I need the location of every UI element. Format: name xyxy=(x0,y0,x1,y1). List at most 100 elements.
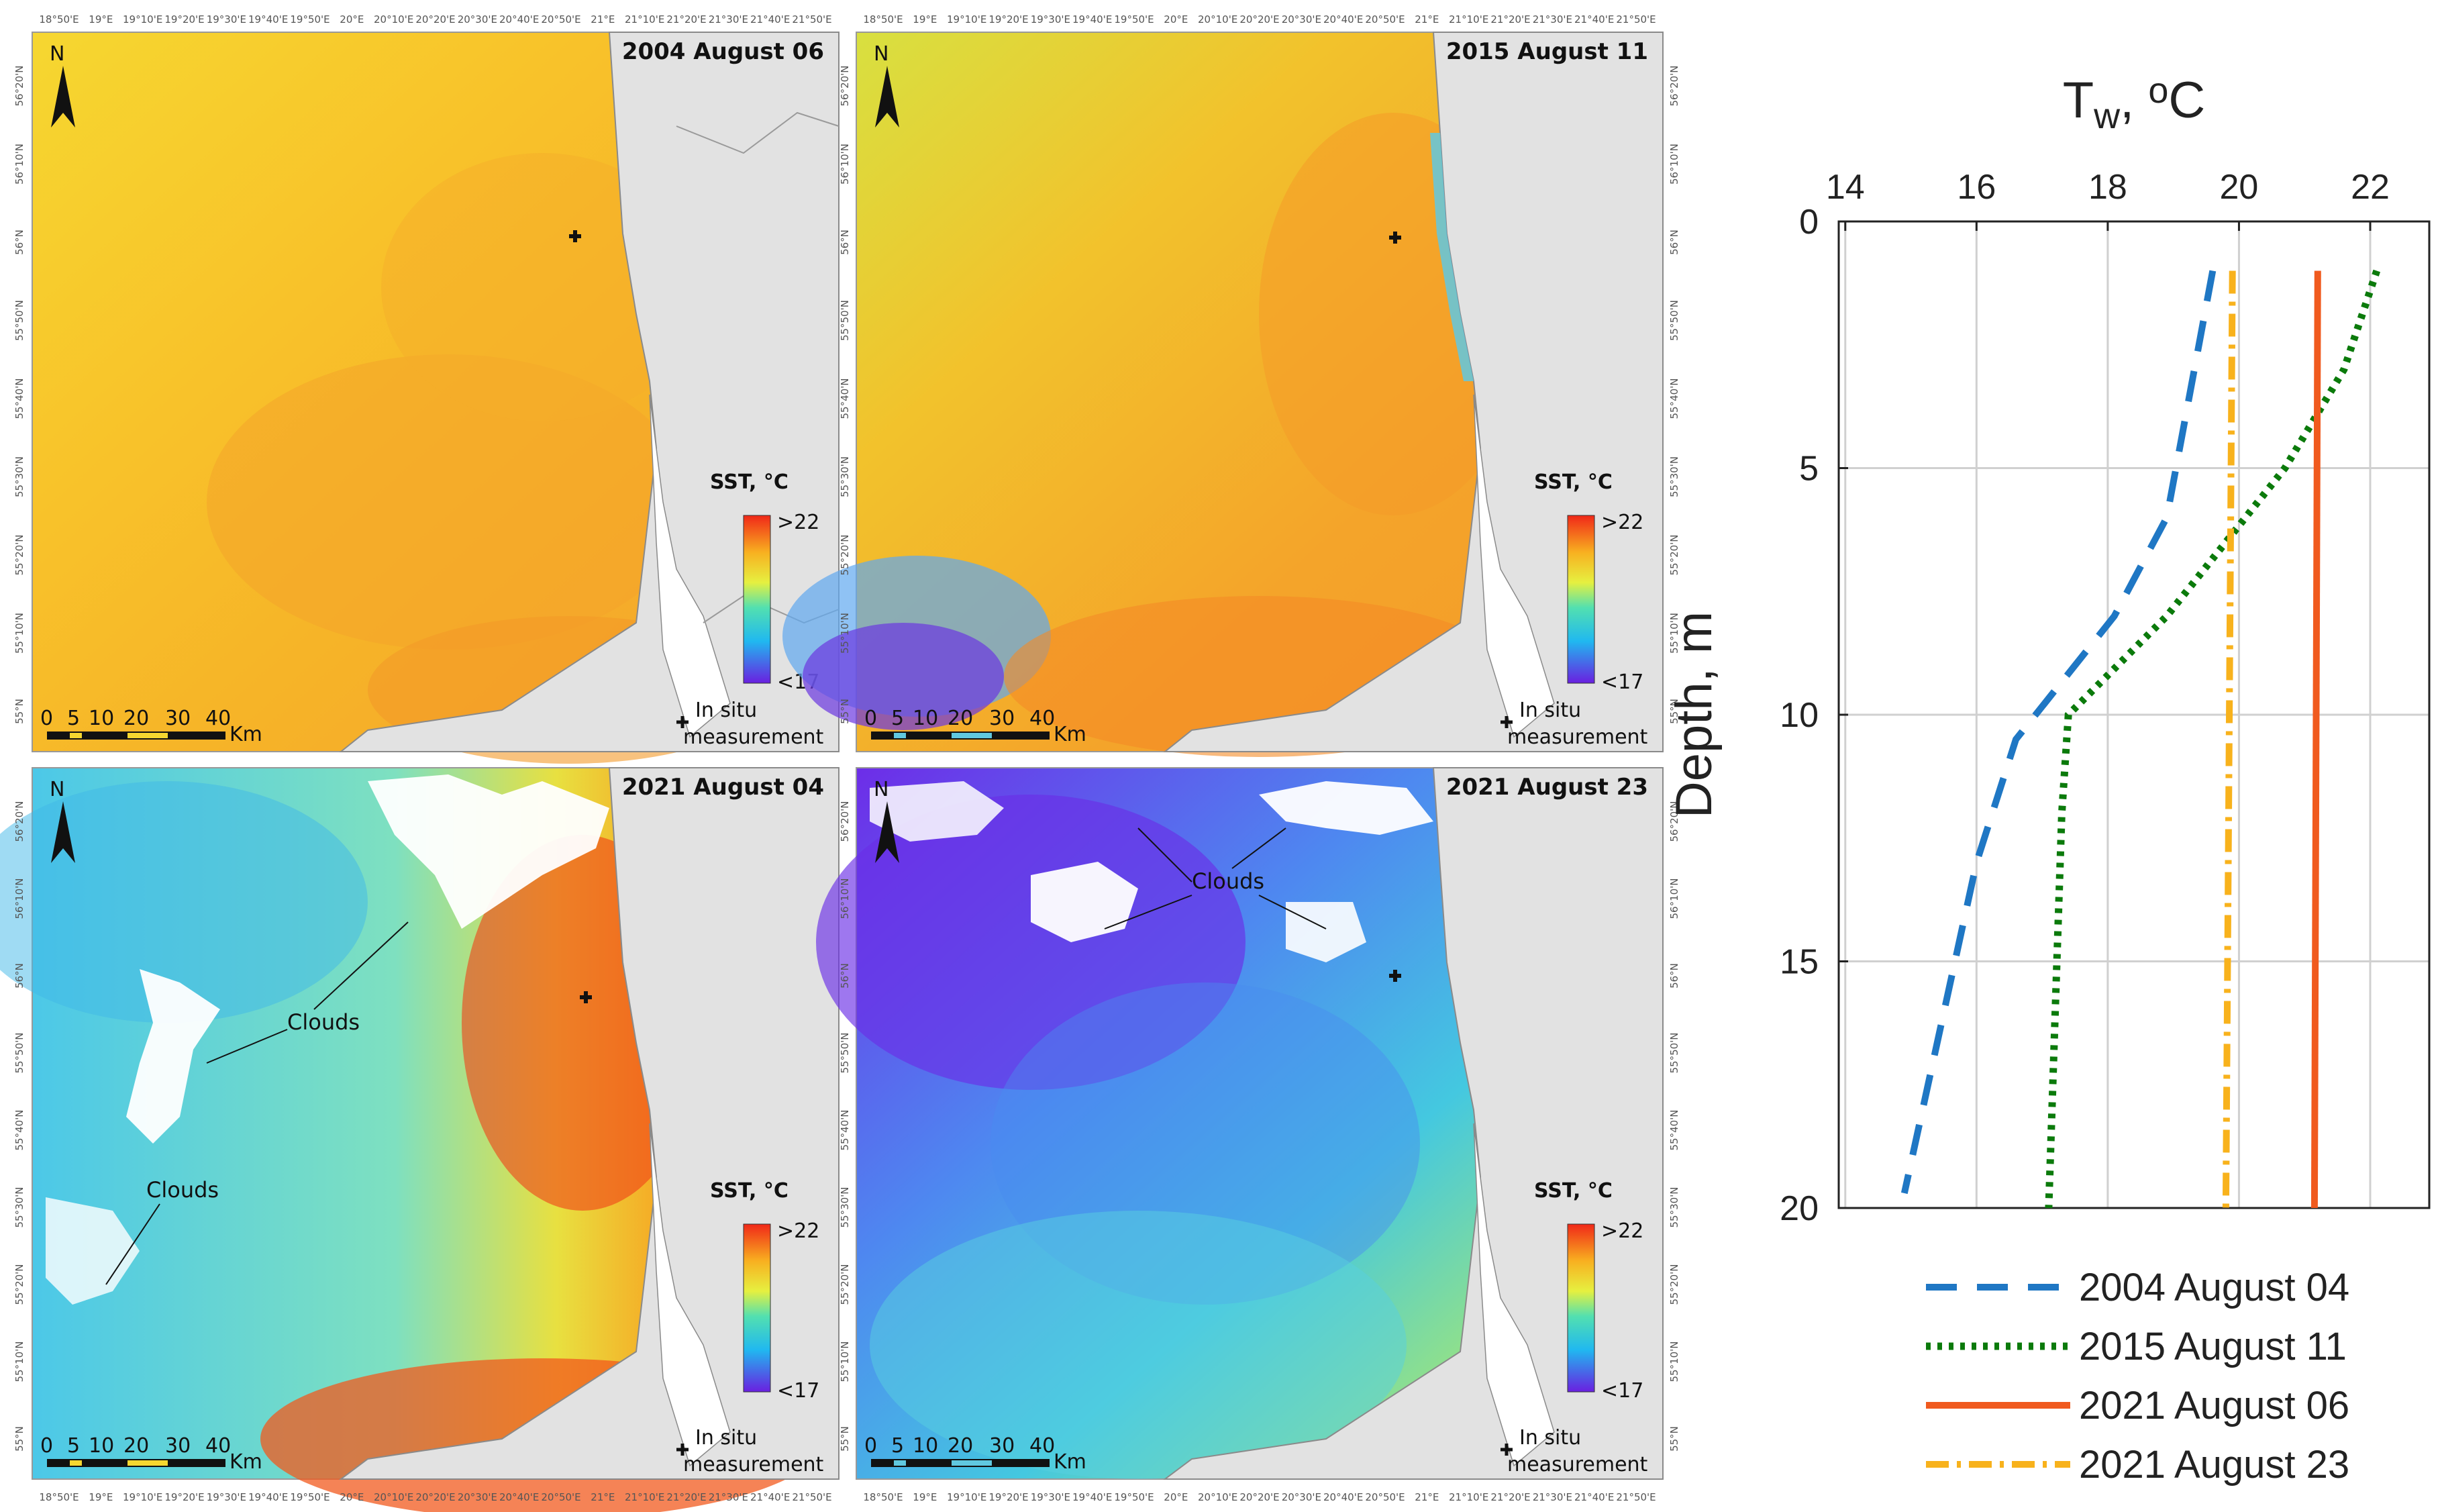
cloud-patch xyxy=(1259,781,1433,835)
y-tick-label: 0 xyxy=(1799,203,1819,242)
lon-tick-label: 19°30'E xyxy=(207,1491,246,1503)
lon-tick-label: 19°50'E xyxy=(1114,13,1154,26)
colorbar-max: >22 xyxy=(777,511,819,534)
scale-label: 5 xyxy=(891,707,904,730)
in-situ-label-1: In situ xyxy=(695,1426,757,1450)
scale-label: 30 xyxy=(989,707,1015,730)
lat-tick-label: 55°20'N xyxy=(13,1264,26,1305)
lon-tick-label: 20°E xyxy=(1164,1491,1188,1503)
lon-tick-label: 21°E xyxy=(591,1491,615,1503)
lon-tick-label: 20°E xyxy=(1164,13,1188,26)
lon-tick-label: 21°40'E xyxy=(1574,1491,1614,1503)
lat-tick-label: 55°10'N xyxy=(13,613,26,654)
cold-patch xyxy=(0,781,368,1023)
sst-colorbar: SST, °C >22 <17 xyxy=(1534,1179,1643,1403)
lat-tick-label: 55°10'N xyxy=(1668,1341,1680,1382)
scale-label: 40 xyxy=(205,707,231,730)
lon-tick-label: 19°20'E xyxy=(988,13,1028,26)
lon-tick-label: 19°20'E xyxy=(164,1491,204,1503)
scale-unit: Km xyxy=(1054,723,1086,746)
cloud-patch xyxy=(1031,862,1138,942)
lat-tick-label: 55°40'N xyxy=(839,378,851,419)
lon-tick-label: 19°10'E xyxy=(123,13,162,26)
clouds-label: Clouds xyxy=(287,1009,360,1035)
north-label: N xyxy=(874,778,888,801)
lat-tick-label: 55°10'N xyxy=(839,1341,851,1382)
scale-unit: Km xyxy=(1054,1450,1086,1474)
in-situ-cross-icon xyxy=(676,1444,689,1456)
colorbar-max: >22 xyxy=(1601,1219,1643,1243)
lat-tick-label: 55°40'N xyxy=(839,1109,851,1150)
scale-label: 0 xyxy=(864,1434,877,1458)
lon-tick-label: 19°E xyxy=(89,13,113,26)
scale-bar-segments xyxy=(894,733,906,738)
in-situ-cross-icon xyxy=(1389,970,1401,982)
clouds-label: Clouds xyxy=(146,1177,219,1203)
x-axis-label-sub: w xyxy=(2093,96,2121,136)
cold-patch xyxy=(803,623,1004,730)
scale-label: 20 xyxy=(948,1434,973,1458)
lon-tick-label: 21°30'E xyxy=(1533,13,1572,26)
lon-tick-label: 19°E xyxy=(89,1491,113,1503)
lat-tick-label: 55°50'N xyxy=(1668,300,1680,341)
lat-tick-label: 55°20'N xyxy=(839,534,851,575)
y-tick-label: 15 xyxy=(1780,943,1819,982)
series-line-2 xyxy=(2310,270,2321,1209)
lat-tick-label: 55°30'N xyxy=(839,1187,851,1227)
scale-label: 5 xyxy=(67,1434,80,1458)
scale-label: 40 xyxy=(205,1434,231,1458)
scale-label: 5 xyxy=(891,1434,904,1458)
in-situ-label-2: measurement xyxy=(1507,1453,1648,1476)
lon-tick-label: 21°40'E xyxy=(750,13,790,26)
scale-bar-segments xyxy=(894,1460,906,1466)
scale-label: 20 xyxy=(948,707,973,730)
in-situ-legend: In situ measurement xyxy=(676,1426,824,1476)
lon-tick-label: 19°30'E xyxy=(1031,13,1070,26)
lon-tick-label: 20°40'E xyxy=(1323,13,1363,26)
lat-tick-label: 56°N xyxy=(839,963,851,989)
clouds-pointer xyxy=(206,1029,288,1064)
lon-tick-label: 20°E xyxy=(340,1491,364,1503)
lon-tick-label: 20°50'E xyxy=(541,1491,580,1503)
lon-tick-label: 19°50'E xyxy=(290,13,329,26)
x-axis-label-rest: , xyxy=(2120,72,2148,129)
lat-tick-label: 56°N xyxy=(839,230,851,255)
series-line-1 xyxy=(2045,269,2381,1209)
scale-label: 10 xyxy=(89,707,114,730)
series-line-3 xyxy=(2222,270,2236,1209)
lat-tick-label: 55°N xyxy=(1668,699,1680,724)
colorbar-gradient xyxy=(1567,1223,1595,1393)
lon-tick-label: 20°40'E xyxy=(1323,1491,1363,1503)
colorbar-gradient xyxy=(743,515,771,684)
x-axis-label-unit: C xyxy=(2168,72,2205,129)
sst-title: SST, °C xyxy=(710,470,789,494)
lon-tick-label: 20°20'E xyxy=(415,1491,455,1503)
in-situ-label-2: measurement xyxy=(683,725,824,749)
lat-tick-label: 56°10'N xyxy=(839,878,851,919)
lon-tick-label: 21°10'E xyxy=(625,13,664,26)
legend-label: 2021 August 23 xyxy=(2079,1443,2349,1486)
cloud-patch xyxy=(870,781,1004,842)
sst-map-panel-2021a: 2021 August 04 N Clouds Clouds SST, °C >… xyxy=(0,767,840,1512)
colorbar-gradient xyxy=(1567,515,1595,684)
lat-tick-label: 55°20'N xyxy=(1668,534,1680,575)
lon-tick-label: 19°20'E xyxy=(988,1491,1028,1503)
y-tick-label: 20 xyxy=(1780,1189,1819,1228)
scale-label: 40 xyxy=(1029,1434,1055,1458)
in-situ-legend: In situ measurement xyxy=(676,699,824,749)
lat-tick-label: 56°20'N xyxy=(1668,801,1680,842)
lon-tick-label: 19°E xyxy=(913,1491,937,1503)
scale-bar-segments xyxy=(70,1460,82,1466)
scale-bar-segments xyxy=(128,1460,168,1466)
in-situ-label-1: In situ xyxy=(1519,1426,1581,1450)
lon-tick-label: 21°50'E xyxy=(792,13,831,26)
lon-tick-label: 20°50'E xyxy=(1365,13,1405,26)
series-line-0 xyxy=(1900,270,2217,1195)
lon-tick-label: 20°10'E xyxy=(1198,13,1237,26)
lon-tick-label: 20°30'E xyxy=(458,13,497,26)
scale-label: 40 xyxy=(1029,707,1055,730)
x-axis-label: Tw, oC xyxy=(2063,70,2206,136)
lon-tick-label: 21°20'E xyxy=(666,13,706,26)
north-arrow-icon xyxy=(875,66,899,128)
sst-map-panel-2004: 2004 August 06 N SST, °C >22 <17 0 5 10 … xyxy=(32,32,840,764)
